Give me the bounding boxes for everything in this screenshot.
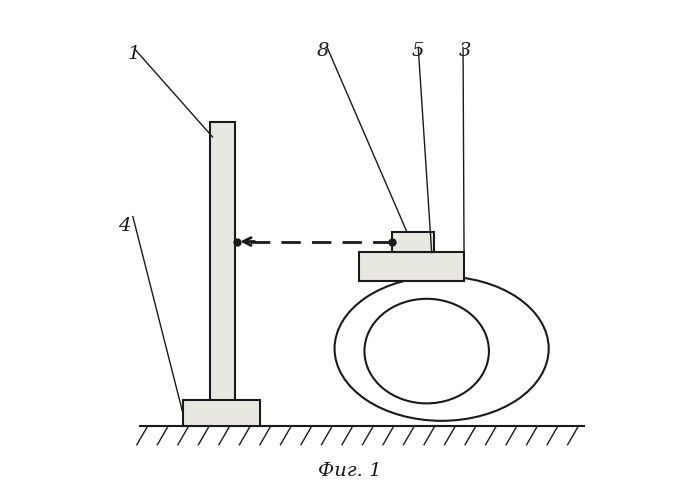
Text: 1: 1 [128,45,140,63]
Bar [359,252,464,281]
Text: 8: 8 [317,42,329,60]
Ellipse shape [364,299,489,403]
Text: 3: 3 [459,42,471,60]
Text: 4: 4 [118,217,130,235]
Bar [210,122,235,401]
Text: Фиг. 1: Фиг. 1 [318,462,381,480]
Bar [182,400,260,426]
Text: 5: 5 [412,42,424,60]
Bar [392,232,434,252]
Ellipse shape [335,276,549,421]
